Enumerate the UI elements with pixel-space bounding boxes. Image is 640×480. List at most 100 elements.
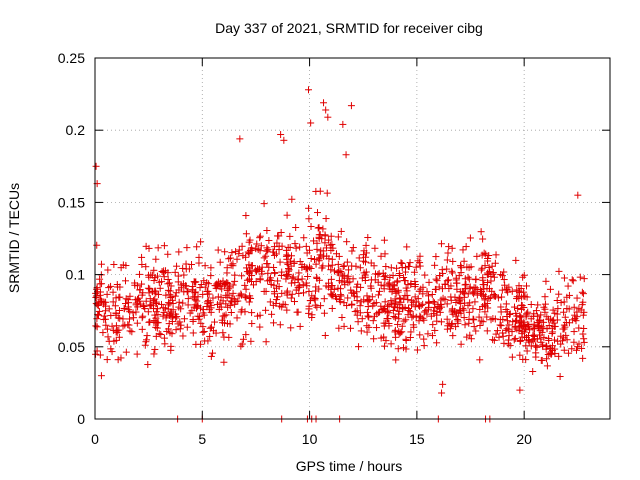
data-point: [356, 264, 364, 272]
data-point: [544, 351, 552, 359]
data-point: [565, 349, 573, 357]
data-point: [406, 259, 414, 267]
data-point: [415, 301, 423, 309]
data-point: [130, 314, 138, 322]
data-point: [467, 335, 475, 343]
data-point: [201, 337, 209, 345]
data-point: [563, 293, 571, 301]
data-point: [543, 355, 551, 363]
data-point: [217, 293, 225, 301]
data-point: [396, 295, 404, 303]
data-point: [312, 187, 320, 195]
data-point: [469, 305, 477, 313]
data-point: [503, 325, 511, 333]
data-point: [464, 290, 472, 298]
data-point: [162, 267, 170, 275]
data-point: [231, 277, 239, 285]
data-point: [387, 297, 395, 305]
data-point: [270, 319, 278, 327]
data-point: [305, 204, 313, 212]
data-point: [172, 289, 180, 297]
data-point: [512, 256, 520, 264]
data-point: [493, 327, 501, 335]
data-point: [144, 361, 152, 369]
data-point: [310, 255, 318, 263]
data-point: [563, 336, 571, 344]
data-point: [217, 303, 225, 311]
data-point: [205, 280, 213, 288]
data-point: [332, 293, 340, 301]
data-point: [496, 321, 504, 329]
data-point: [392, 333, 400, 341]
data-point: [473, 291, 481, 299]
data-point: [348, 262, 356, 270]
data-point: [101, 315, 109, 323]
data-point: [543, 313, 551, 321]
data-point: [111, 302, 119, 310]
data-point: [524, 308, 532, 316]
data-point: [263, 260, 271, 268]
data-point: [99, 329, 107, 337]
data-point: [429, 332, 437, 340]
data-point: [311, 296, 319, 304]
data-point: [420, 316, 428, 324]
data-point: [268, 310, 276, 318]
data-point: [92, 292, 100, 300]
data-point: [481, 262, 489, 270]
data-point: [431, 261, 439, 269]
data-point: [484, 304, 492, 312]
data-point: [125, 321, 133, 329]
data-point: [315, 233, 323, 241]
data-point: [237, 291, 245, 299]
data-point: [394, 277, 402, 285]
data-point: [454, 319, 462, 327]
data-point: [370, 335, 378, 343]
data-point: [479, 318, 487, 326]
data-point: [241, 308, 249, 316]
data-point: [93, 241, 101, 249]
data-point: [443, 325, 451, 333]
data-point: [403, 243, 411, 251]
data-point: [402, 284, 410, 292]
data-point: [463, 333, 471, 341]
data-point: [315, 223, 323, 231]
data-point: [443, 300, 451, 308]
data-point: [477, 228, 485, 236]
data-point: [262, 338, 270, 346]
data-point: [266, 298, 274, 306]
data-point: [516, 312, 524, 320]
outlier-point: [280, 136, 288, 144]
data-point: [325, 236, 333, 244]
data-point: [472, 275, 480, 283]
data-point: [387, 340, 395, 348]
data-point: [138, 260, 146, 268]
data-point: [477, 317, 485, 325]
data-point: [278, 242, 286, 250]
data-point: [374, 271, 382, 279]
data-point: [363, 308, 371, 316]
data-point: [214, 246, 222, 254]
data-point: [288, 290, 296, 298]
data-point: [264, 277, 272, 285]
data-point: [560, 274, 568, 282]
data-point: [126, 327, 134, 335]
data-point: [452, 274, 460, 282]
data-point: [443, 277, 451, 285]
data-point: [343, 274, 351, 282]
data-point: [415, 317, 423, 325]
grid-layer: [95, 58, 610, 419]
data-point: [316, 251, 324, 259]
outlier-point: [342, 151, 350, 159]
outlier-point: [307, 119, 315, 127]
data-point: [141, 341, 149, 349]
data-point: [112, 309, 120, 317]
data-point: [494, 294, 502, 302]
data-point: [390, 285, 398, 293]
data-point: [196, 284, 204, 292]
data-point: [419, 290, 427, 298]
data-point: [391, 299, 399, 307]
data-point: [247, 337, 255, 345]
data-point: [377, 281, 385, 289]
data-point: [579, 311, 587, 319]
data-point: [471, 298, 479, 306]
